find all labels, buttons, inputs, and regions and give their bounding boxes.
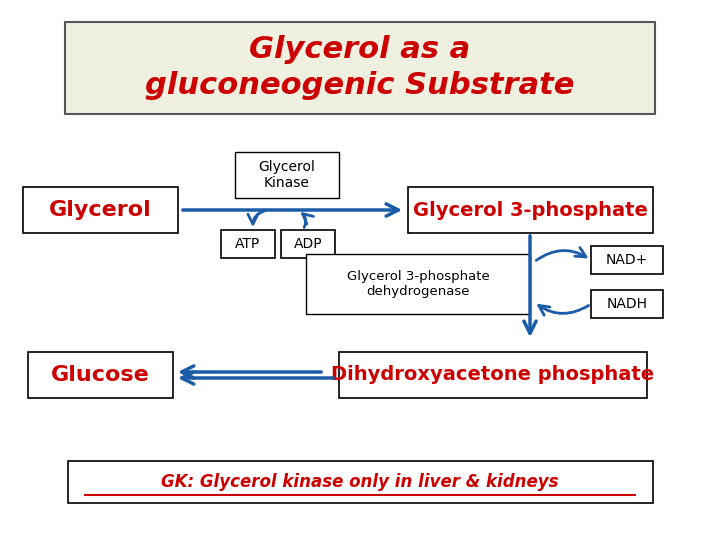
FancyBboxPatch shape [65, 22, 655, 114]
Text: Glycerol
Kinase: Glycerol Kinase [258, 160, 315, 190]
Text: ADP: ADP [294, 237, 323, 251]
FancyBboxPatch shape [339, 352, 647, 398]
FancyBboxPatch shape [68, 461, 652, 503]
Text: NADH: NADH [606, 297, 647, 311]
Text: Dihydroxyacetone phosphate: Dihydroxyacetone phosphate [331, 366, 654, 384]
Text: ATP: ATP [235, 237, 261, 251]
FancyBboxPatch shape [306, 254, 530, 314]
Text: Glycerol 3-phosphate
dehydrogenase: Glycerol 3-phosphate dehydrogenase [346, 270, 490, 298]
FancyBboxPatch shape [235, 152, 339, 198]
FancyBboxPatch shape [22, 187, 178, 233]
FancyBboxPatch shape [591, 246, 663, 274]
Text: Glycerol as a: Glycerol as a [249, 36, 471, 64]
FancyBboxPatch shape [591, 290, 663, 318]
Text: Glycerol 3-phosphate: Glycerol 3-phosphate [413, 200, 647, 219]
Text: gluconeogenic Substrate: gluconeogenic Substrate [145, 71, 575, 100]
Text: Glucose: Glucose [50, 365, 149, 385]
FancyBboxPatch shape [221, 230, 275, 258]
FancyBboxPatch shape [408, 187, 652, 233]
FancyBboxPatch shape [281, 230, 335, 258]
Text: Glycerol: Glycerol [49, 200, 151, 220]
Text: NAD+: NAD+ [606, 253, 648, 267]
FancyBboxPatch shape [27, 352, 173, 398]
Text: GK: Glycerol kinase only in liver & kidneys: GK: Glycerol kinase only in liver & kidn… [161, 473, 559, 491]
